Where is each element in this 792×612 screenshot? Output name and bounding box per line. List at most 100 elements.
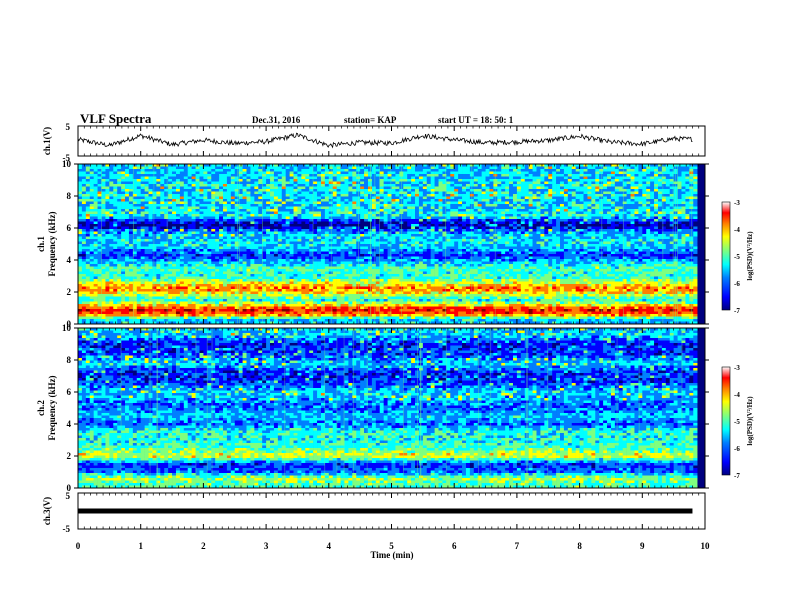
ch1-spectrogram-cell	[164, 174, 168, 177]
ch1-spectrogram-cell	[266, 199, 270, 202]
ch1-spectrogram-cell	[427, 217, 431, 220]
ch1-spectrogram-cell	[333, 232, 337, 235]
ch1-spectrogram-cell	[450, 202, 454, 205]
ch1-spectrogram-cell	[564, 187, 568, 190]
ch1-spectrogram-cell	[662, 227, 666, 230]
ch1-spectrogram-cell	[446, 224, 450, 227]
ch1-spectrogram-cell	[156, 167, 160, 170]
ch1-spectrogram-cell	[474, 207, 478, 210]
ch1-spectrogram-cell	[294, 217, 298, 220]
ch1-spectrogram-cell	[442, 167, 446, 170]
ch1-spectrogram-cell	[207, 209, 211, 212]
ch1-spectrogram-cell	[619, 172, 623, 175]
ch1-spectrogram-cell	[82, 197, 86, 200]
ch1-spectrogram-cell	[207, 174, 211, 177]
ch1-spectrogram-cell	[262, 194, 266, 197]
ch1-spectrogram-cell	[681, 214, 685, 217]
ch1-spectrogram-cell	[474, 224, 478, 227]
ch1-spectrogram-cell	[125, 204, 129, 207]
ch1-spectrogram-cell	[529, 217, 533, 220]
ch1-spectrogram-cell	[184, 167, 188, 170]
ch1-spectrogram-cell	[156, 222, 160, 225]
ch1-spectrogram-cell	[603, 192, 607, 195]
ch1-spectrogram-cell	[105, 212, 109, 215]
ch1-spectrogram-cell	[576, 172, 580, 175]
ch1-spectrogram-cell	[439, 214, 443, 217]
ch1-spectrogram-cell	[513, 217, 517, 220]
ch1-spectrogram-cell	[223, 217, 227, 220]
ch1-spectrogram-cell	[86, 232, 90, 235]
ch1-spectrogram-cell	[521, 194, 525, 197]
ch1-spectrogram-cell	[611, 227, 615, 230]
ch1-spectrogram-cell	[152, 192, 156, 195]
ch1-spectrogram-cell	[199, 169, 203, 172]
ch1-spectrogram-cell	[446, 167, 450, 170]
ch1-spectrogram-cell	[548, 219, 552, 222]
ch1-spectrogram-cell	[540, 219, 544, 222]
ch1-spectrogram-cell	[611, 224, 615, 227]
ch1-spectrogram-cell	[360, 232, 364, 235]
ch1-spectrogram-cell	[215, 179, 219, 182]
ch1-spectrogram-cell	[317, 194, 321, 197]
ch1-spectrogram-cell	[156, 194, 160, 197]
ch1-spectrogram-cell	[325, 187, 329, 190]
ch1-spectrogram-cell	[160, 232, 164, 235]
ch1-spectrogram-cell	[509, 217, 513, 220]
ch1-spectrogram-cell	[439, 167, 443, 170]
ch1-spectrogram-cell	[634, 197, 638, 200]
ch1-spectrogram-cell	[415, 187, 419, 190]
ch1-spectrogram-cell	[442, 179, 446, 182]
ch1-spectrogram-cell	[513, 207, 517, 210]
ch1-spectrogram-cell	[305, 167, 309, 170]
ch1-spectrogram-cell	[149, 229, 153, 232]
ch1-spectrogram-cell	[215, 172, 219, 175]
ch1-spectrogram-cell	[141, 199, 145, 202]
ch1-spectrogram-cell	[113, 189, 117, 192]
ch1-spectrogram-cell	[650, 227, 654, 230]
ch1-spectrogram-cell	[368, 222, 372, 225]
ch1-spectrogram-cell	[458, 227, 462, 230]
ch1-spectrogram-cell	[196, 214, 200, 217]
ch1-spectrogram-cell	[86, 192, 90, 195]
ch1-spectrogram-cell	[105, 172, 109, 175]
ch1-spectrogram-cell	[333, 169, 337, 172]
ch1-spectrogram-cell	[78, 234, 82, 237]
ch1-spectrogram-cell	[474, 172, 478, 175]
ch1-spectrogram-cell	[321, 209, 325, 212]
ch1-spectrogram-cell	[529, 222, 533, 225]
ch1-spectrogram-cell	[199, 189, 203, 192]
ch1-spectrogram-cell	[341, 229, 345, 232]
ch1-spectrogram-cell	[215, 197, 219, 200]
ch1-spectrogram-cell	[611, 189, 615, 192]
ch1-spectrogram-cell	[337, 209, 341, 212]
ch1-spectrogram-cell	[681, 187, 685, 190]
ch1-spectrogram-cell	[517, 199, 521, 202]
ch1-spectrogram-cell	[290, 179, 294, 182]
ch1-spectrogram-cell	[270, 224, 274, 227]
ch1-spectrogram-cell	[219, 212, 223, 215]
ch1-spectrogram-cell	[78, 227, 82, 230]
ch1-spectrogram-cell	[631, 212, 635, 215]
ch1-spectrogram-cell	[591, 224, 595, 227]
ch1-spectrogram-cell	[607, 182, 611, 185]
ch1-spectrogram-cell	[129, 187, 133, 190]
ch1-spectrogram-cell	[544, 212, 548, 215]
ch1-spectrogram-cell	[395, 214, 399, 217]
ch1-spectrogram-cell	[90, 199, 94, 202]
ch1-spectrogram-cell	[536, 232, 540, 235]
ch1-spectrogram-cell	[235, 179, 239, 182]
ch1-spectrogram-cell	[634, 204, 638, 207]
ch1-spectrogram-cell	[678, 217, 682, 220]
ch1-spectrogram-cell	[525, 167, 529, 170]
ch1-spectrogram-cell	[454, 227, 458, 230]
ch1-spectrogram-cell	[462, 174, 466, 177]
ch1-spectrogram-cell	[156, 209, 160, 212]
ch1-spectrogram-cell	[658, 182, 662, 185]
ch1-spectrogram-cell	[556, 174, 560, 177]
ch1-spectrogram-cell	[568, 194, 572, 197]
ch1-spectrogram-cell	[427, 212, 431, 215]
ch1-spectrogram-cell	[270, 222, 274, 225]
ch1-spectrogram-cell	[223, 214, 227, 217]
ch1-spectrogram-cell	[317, 177, 321, 180]
ch1-spectrogram-cell	[82, 167, 86, 170]
